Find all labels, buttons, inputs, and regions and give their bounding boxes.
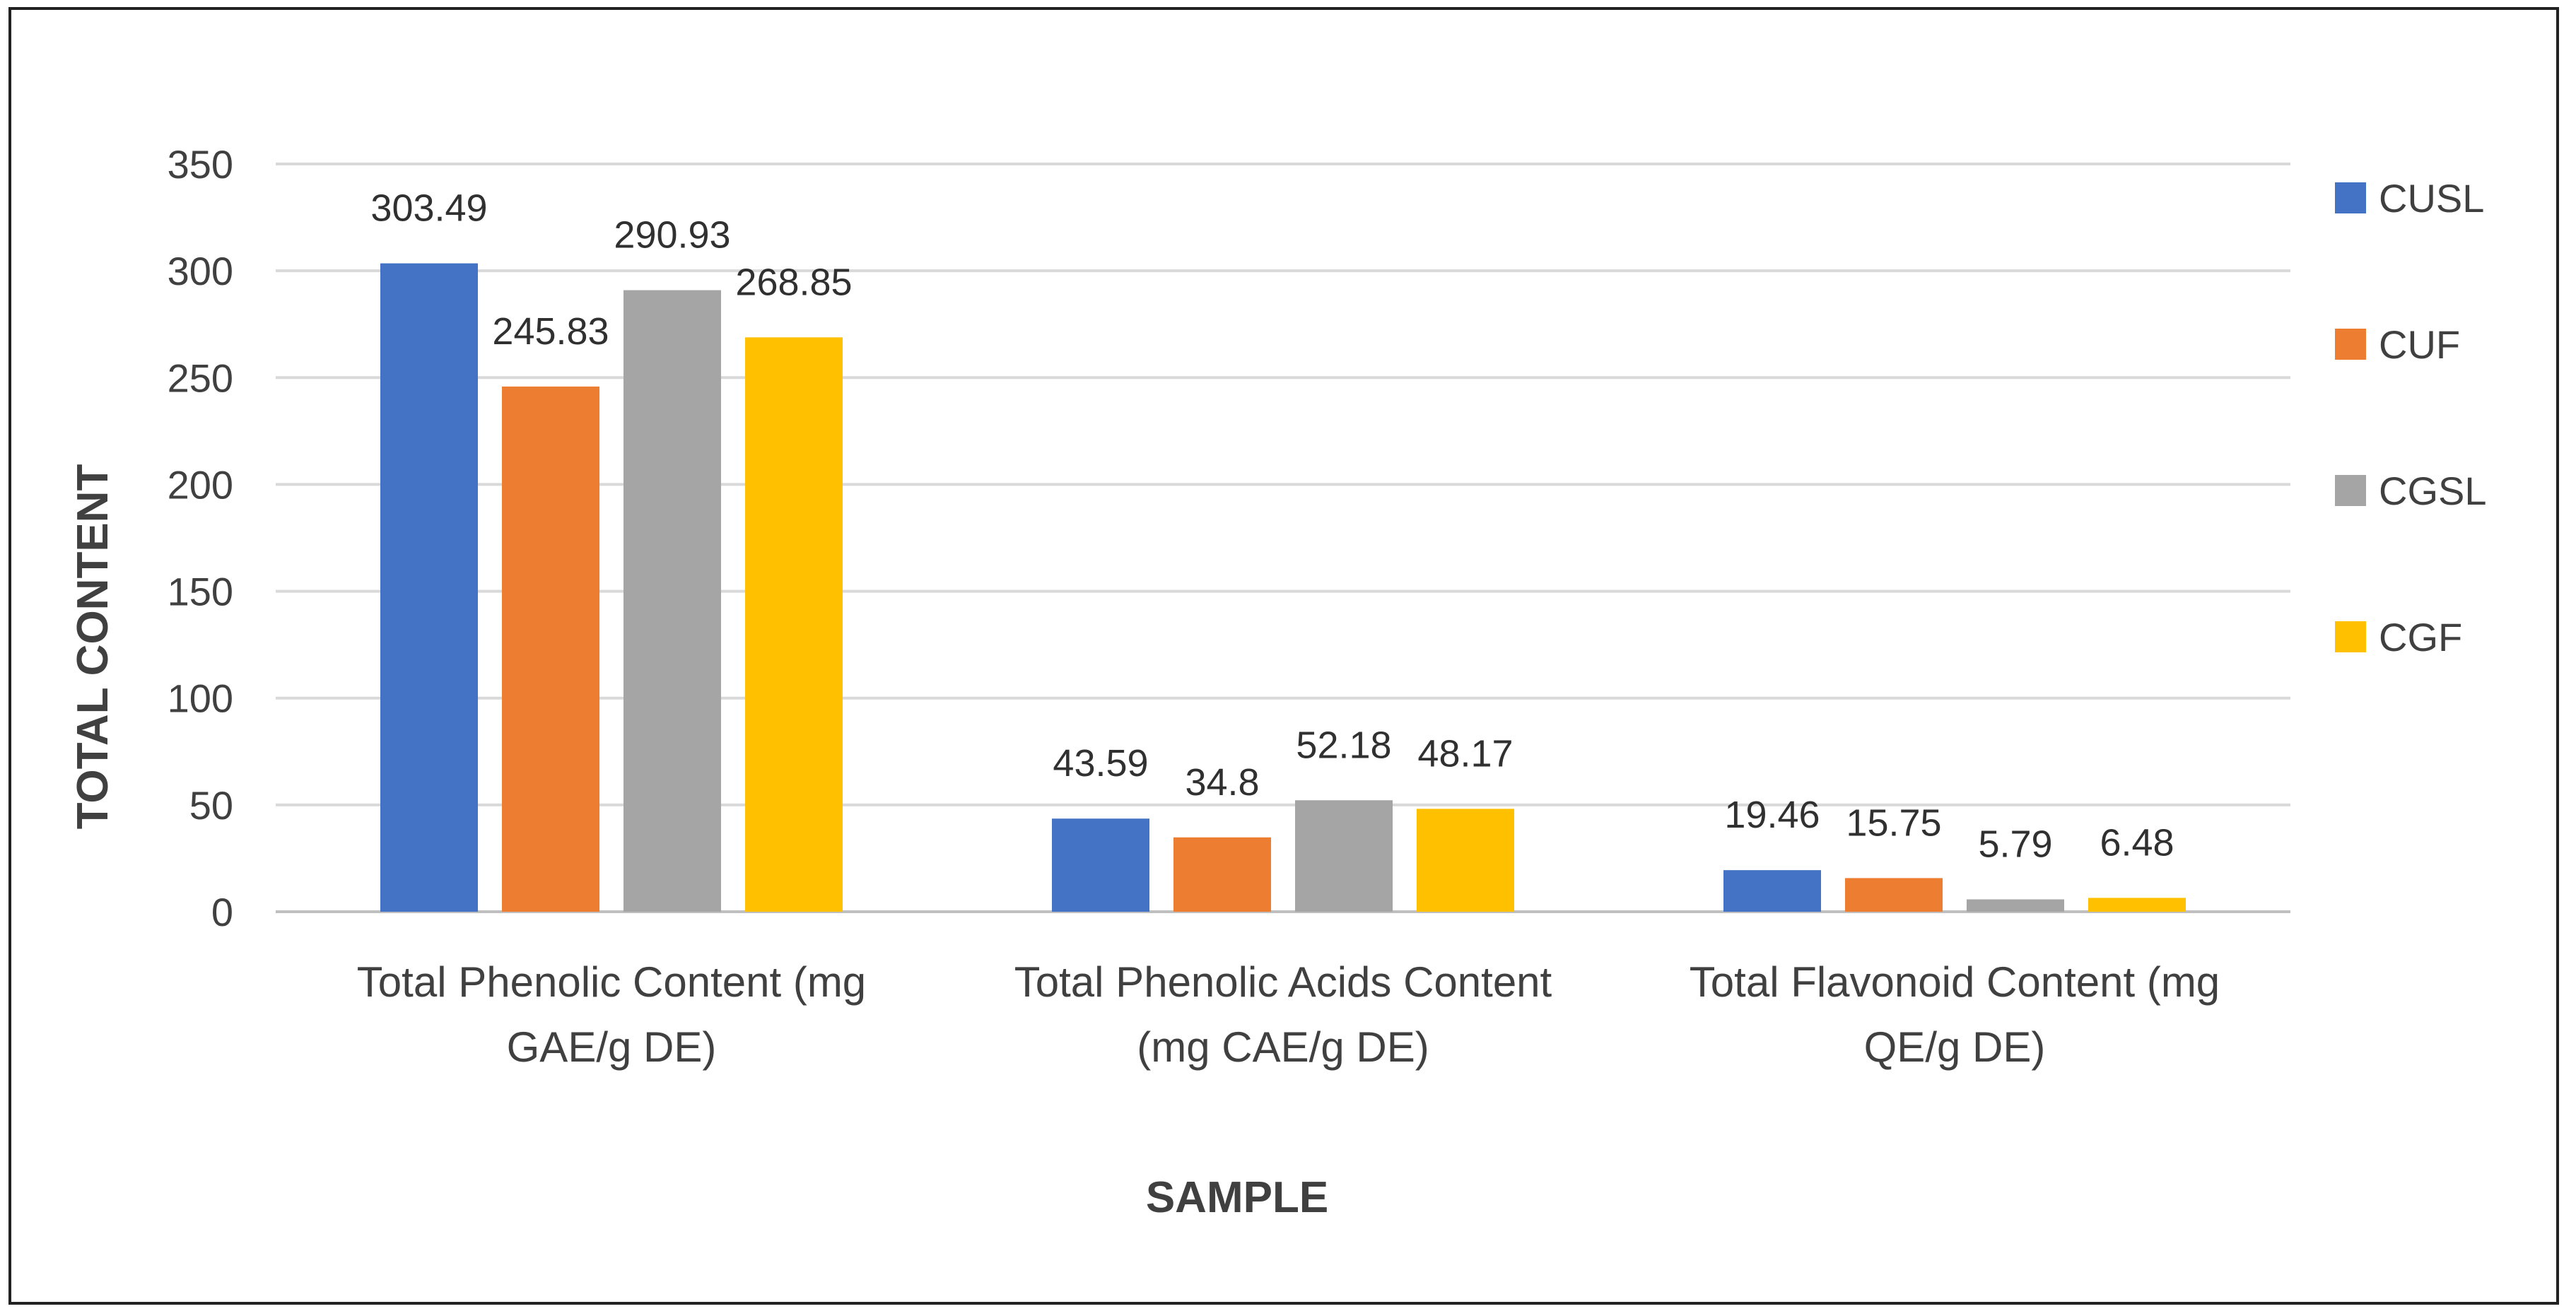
x-axis-title: SAMPLE: [1146, 1173, 1328, 1222]
bar-cgsl: [623, 290, 721, 912]
legend-swatch-cgsl: [2335, 475, 2366, 506]
y-tick-label: 50: [189, 783, 233, 828]
data-label: 19.46: [1724, 794, 1820, 836]
x-axis-categories: Total Phenolic Content (mg GAE/g DE) Total…: [357, 958, 2220, 1071]
bar-cgsl: [1295, 800, 1393, 912]
data-label: 43.59: [1053, 742, 1148, 785]
data-label: 52.18: [1296, 724, 1391, 766]
x-category-label: QE/g DE): [1864, 1023, 2046, 1071]
legend-swatch-cusl: [2335, 182, 2366, 213]
bar-cgf: [745, 337, 843, 912]
bar-cgf: [1417, 809, 1514, 912]
legend-label: CUSL: [2379, 176, 2484, 221]
y-tick-label: 200: [168, 462, 233, 507]
y-tick-label: 0: [211, 890, 233, 934]
gridlines: [276, 163, 2290, 913]
y-tick-label: 250: [168, 356, 233, 400]
data-label: 268.85: [735, 261, 852, 303]
y-tick-label: 350: [168, 142, 233, 187]
y-tick-label: 100: [168, 676, 233, 721]
data-label: 15.75: [1846, 801, 1941, 844]
bar-cuf: [1173, 837, 1271, 912]
y-axis-ticks: 0 50 100 150 200 250 300 350: [168, 142, 233, 934]
legend-label: CUF: [2379, 322, 2460, 367]
bar-cuf: [502, 386, 599, 912]
bar-cusl: [1723, 870, 1821, 912]
legend-label: CGSL: [2379, 469, 2487, 513]
x-category-label: Total Phenolic Content (mg: [357, 958, 866, 1006]
legend-swatch-cuf: [2335, 329, 2366, 360]
data-label: 6.48: [2100, 821, 2174, 864]
y-tick-label: 150: [168, 570, 233, 614]
x-category-label: Total Phenolic Acids Content: [1014, 958, 1552, 1006]
legend-label: CGF: [2379, 615, 2462, 659]
x-category-label: (mg CAE/g DE): [1137, 1023, 1429, 1071]
y-tick-label: 300: [168, 249, 233, 293]
x-category-label: Total Flavonoid Content (mg: [1690, 958, 2220, 1006]
bar-cusl: [380, 263, 478, 912]
data-label: 290.93: [614, 214, 730, 257]
bar-cusl: [1052, 818, 1149, 912]
data-label: 48.17: [1417, 732, 1513, 775]
legend: CUSL CUF CGSL CGF: [2335, 176, 2487, 659]
legend-swatch-cgf: [2335, 621, 2366, 652]
bar-cuf: [1845, 878, 1943, 912]
data-label: 34.8: [1185, 761, 1259, 804]
data-label: 5.79: [1978, 823, 2052, 865]
data-label: 245.83: [492, 310, 609, 353]
bar-cgsl: [1967, 899, 2064, 912]
x-category-label: GAE/g DE): [507, 1023, 717, 1071]
y-axis-title: TOTAL CONTENT: [69, 464, 117, 830]
bars: [380, 263, 2186, 912]
data-label: 303.49: [370, 187, 487, 230]
bar-cgf: [2088, 898, 2186, 912]
